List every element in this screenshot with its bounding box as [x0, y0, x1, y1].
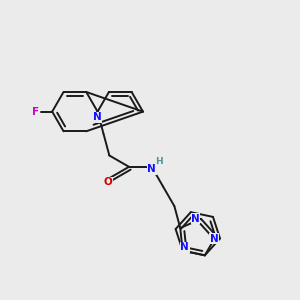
Text: N: N	[147, 164, 156, 174]
Text: H: H	[155, 157, 163, 166]
Text: N: N	[93, 112, 102, 122]
Text: O: O	[104, 178, 112, 188]
Text: N: N	[191, 214, 200, 224]
Text: F: F	[32, 106, 39, 117]
Text: N: N	[210, 234, 218, 244]
Text: N: N	[180, 242, 189, 252]
